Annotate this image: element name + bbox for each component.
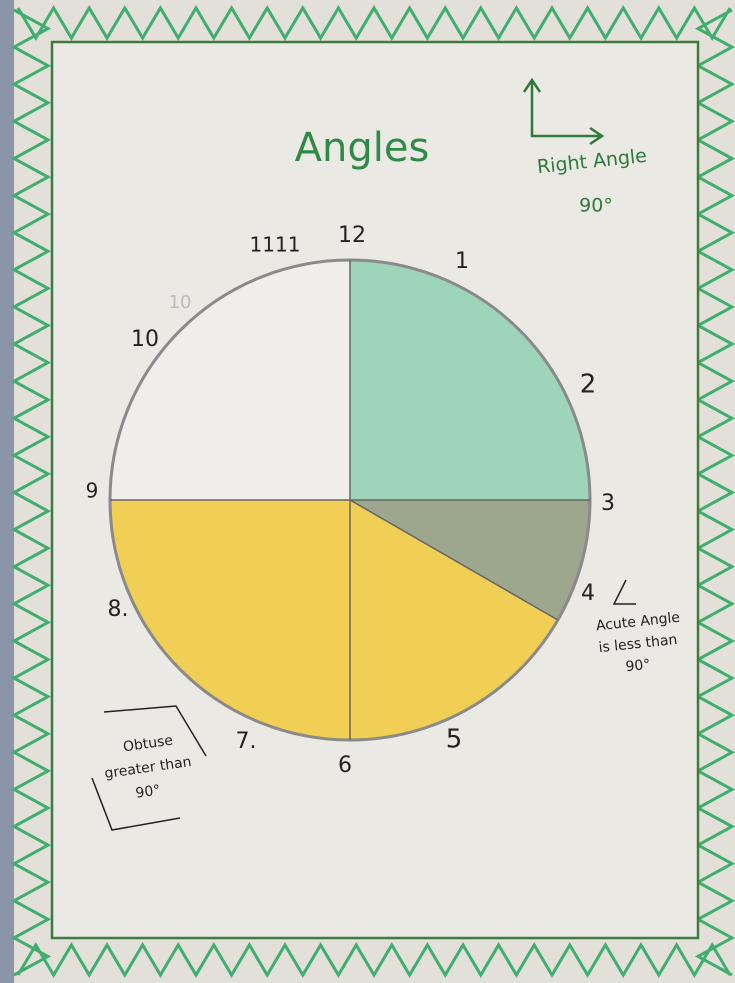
clock-line (349, 499, 559, 621)
arrow-head (522, 77, 542, 93)
zigzag-border (10, 5, 735, 978)
clock-number: 1 (455, 249, 469, 274)
clock-number: 9 (86, 479, 99, 503)
clock-number: 8. (108, 597, 129, 622)
obtuse-angle-lines (103, 705, 207, 757)
right-angle-degrees: 90° (579, 195, 613, 217)
zigzag-line (16, 5, 732, 41)
clock-number: 5 (446, 725, 463, 755)
obtuse-angle-icon (91, 705, 207, 831)
zigzag-line (694, 8, 735, 977)
clock-number: 7. (236, 729, 257, 754)
clock-number: 10 (169, 292, 192, 313)
clock-number: 12 (338, 223, 366, 248)
yellow-sector (110, 500, 558, 740)
note-line: Obtuse (122, 733, 174, 756)
zigzag-line (10, 8, 52, 977)
right-angle-lines (530, 80, 600, 138)
title: Angles (295, 125, 430, 171)
arrow-head (589, 126, 605, 146)
clock-number: 1111 (250, 233, 301, 257)
clock-number: 3 (601, 491, 615, 516)
note-line: 90° (135, 782, 162, 801)
grey-sector (350, 500, 590, 620)
clock-number: 6 (338, 753, 352, 778)
acute-angle-lines (612, 579, 636, 605)
acute-angle-icon (612, 579, 636, 605)
clock-number: 10 (131, 327, 159, 352)
note-line: 90° (625, 657, 651, 676)
zigzag-line (16, 942, 732, 978)
obtuse-angle-lines (91, 777, 181, 831)
teal-sector (350, 260, 590, 500)
clock-number: 2 (580, 370, 597, 400)
clock-number: 4 (581, 581, 595, 606)
right-angle-icon (522, 77, 605, 146)
spiral-edge (0, 0, 14, 983)
